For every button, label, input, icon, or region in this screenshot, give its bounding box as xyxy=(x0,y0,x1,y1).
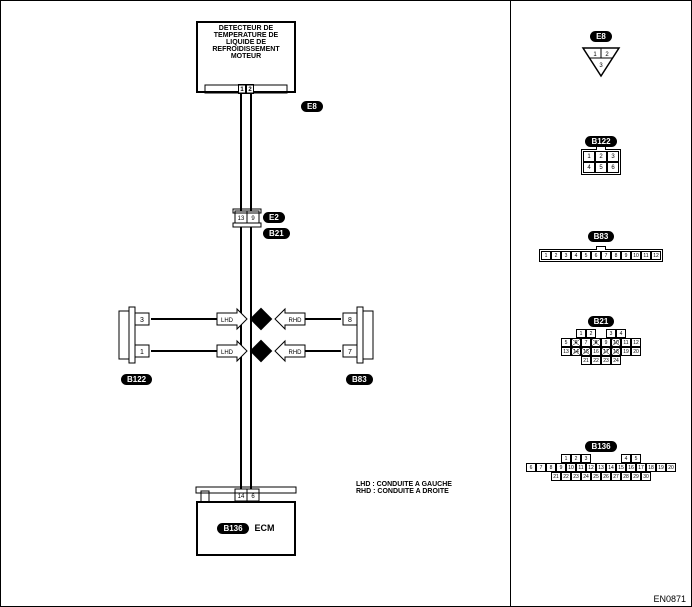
legend-block: LHD : CONDUITE A GAUCHE RHD : CONDUITE A… xyxy=(356,481,452,495)
svg-text:RHD: RHD xyxy=(289,318,303,324)
svg-text:1: 1 xyxy=(140,349,144,356)
svg-text:13: 13 xyxy=(238,216,245,222)
right-branch-label: B83 xyxy=(346,374,373,385)
svg-text:RHD: RHD xyxy=(289,350,303,356)
left-branch-label: B122 xyxy=(121,374,152,385)
connector-e8: E8 1 2 3 xyxy=(511,26,691,83)
e8-label: E8 xyxy=(590,31,612,42)
connector-panel: E8 1 2 3 B122 1 2 3 4 xyxy=(511,1,691,606)
b83-label: B83 xyxy=(588,231,615,242)
legend-lhd: LHD : CONDUITE A GAUCHE xyxy=(356,481,452,488)
svg-text:8: 8 xyxy=(348,317,352,324)
wiring-panel: DETECTEUR DE TEMPERATURE DE LIQUIDE DE R… xyxy=(1,1,511,606)
svg-text:14: 14 xyxy=(238,494,245,500)
legend-rhd: RHD : CONDUITE A DROITE xyxy=(356,488,452,495)
figure-code: EN0871 xyxy=(653,594,686,604)
b21-label: B21 xyxy=(588,316,615,327)
diagram-container: DETECTEUR DE TEMPERATURE DE LIQUIDE DE R… xyxy=(0,0,692,607)
junction-label-e2: E2 xyxy=(263,212,285,223)
ecm-connector-label: B136 xyxy=(217,523,248,534)
connector-b21: B21 123456789101112131415161718192021222… xyxy=(511,311,691,370)
ecm-name: ECM xyxy=(255,523,275,533)
svg-text:3: 3 xyxy=(140,317,144,324)
b136-label: B136 xyxy=(585,441,616,452)
junction-label-b21: B21 xyxy=(263,228,290,239)
connector-b136: B136 12345678910111213141516171819202122… xyxy=(511,436,691,483)
svg-text:LHD: LHD xyxy=(221,350,234,356)
ecm-box: B136 ECM xyxy=(196,501,296,556)
b83-row: 123456789101112 xyxy=(541,251,661,260)
svg-text:LHD: LHD xyxy=(221,318,234,324)
connector-b122: B122 1 2 3 4 5 6 xyxy=(511,131,691,175)
svg-text:7: 7 xyxy=(348,349,352,356)
connector-b83: B83 123456789101112 xyxy=(511,226,691,262)
